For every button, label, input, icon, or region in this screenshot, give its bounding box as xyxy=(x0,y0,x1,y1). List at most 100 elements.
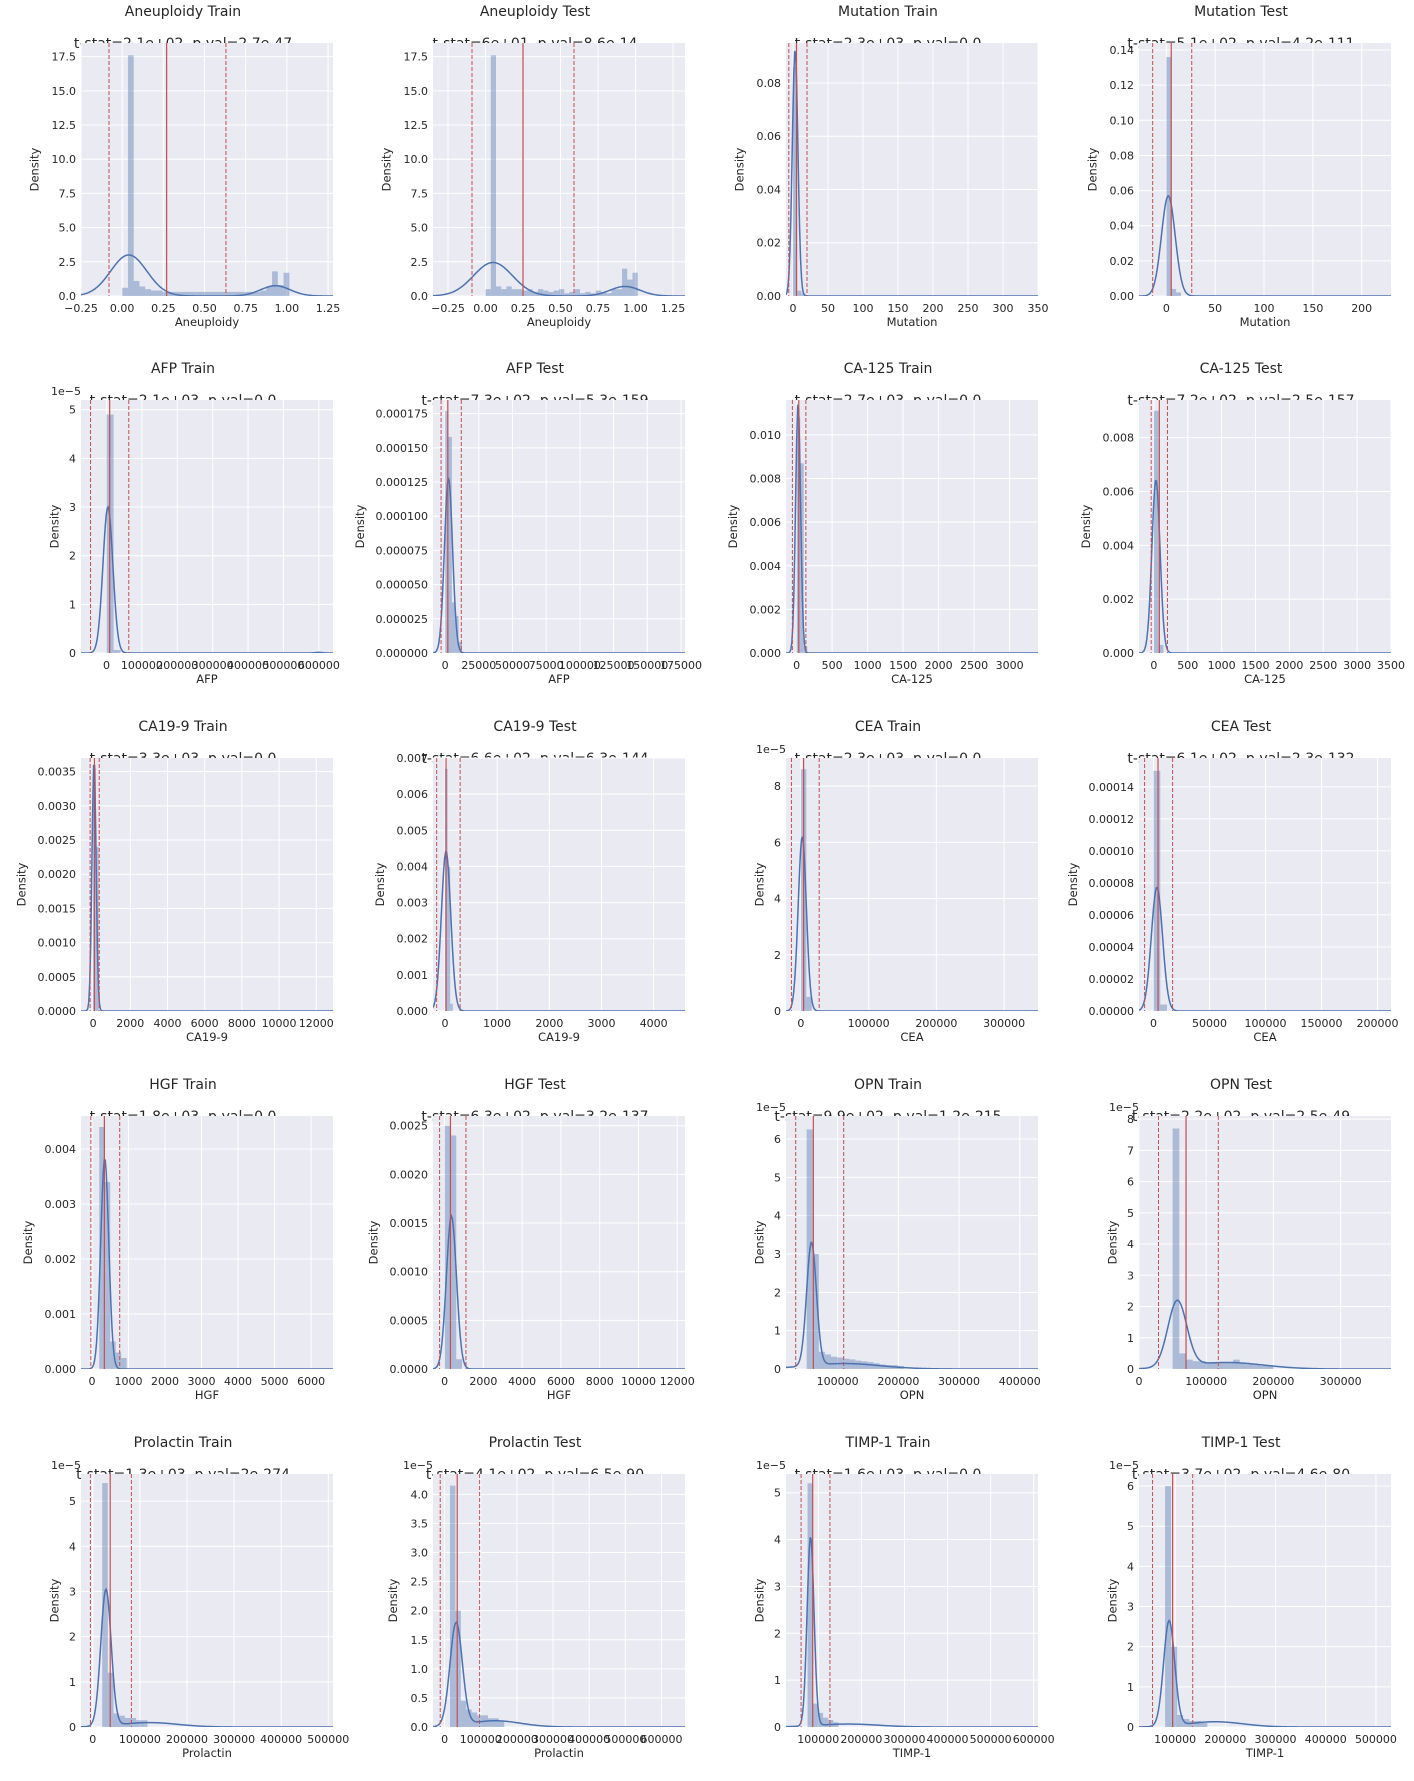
chart-title: OPN Train xyxy=(854,1077,922,1093)
x-tick-label: 2500 xyxy=(1309,659,1337,672)
histogram-bar xyxy=(185,291,192,296)
x-tick-label: 300000 xyxy=(938,1375,980,1388)
histogram-bar xyxy=(1266,1365,1274,1369)
histogram-bar xyxy=(1153,410,1159,653)
axis-offset-label: 1e−5 xyxy=(51,1459,81,1472)
x-tick-label: 125000 xyxy=(593,659,635,672)
y-tick-label: 2 xyxy=(774,1627,781,1640)
x-tick-label: 150 xyxy=(888,302,909,315)
plot-area xyxy=(1139,1474,1391,1727)
y-axis-label: Density xyxy=(14,862,28,906)
y-tick-label: 0.008 xyxy=(1103,432,1135,445)
chart-panel: Mutation Testt-stat=5.1e+02, p-val=4.2e-… xyxy=(1071,0,1411,350)
histogram-bar xyxy=(627,279,633,296)
plot-content xyxy=(81,1116,333,1369)
y-tick-label: 0.0000 xyxy=(390,1363,429,1376)
x-tick-label: 100000 xyxy=(1154,1733,1196,1746)
axis-offset-label: 1e−5 xyxy=(1109,1101,1139,1114)
histogram-bar xyxy=(1253,1364,1260,1369)
histogram-bar xyxy=(197,291,203,296)
histogram-bar xyxy=(855,1360,862,1369)
histogram-bar xyxy=(574,289,580,296)
histogram-bar xyxy=(1166,57,1172,296)
x-axis-label: TIMP-1 xyxy=(892,1746,932,1760)
y-tick-label: 0.000 xyxy=(45,1363,77,1376)
x-tick-label: 0 xyxy=(793,659,800,672)
kde-curve xyxy=(81,1587,333,1727)
y-tick-label: 4 xyxy=(774,1210,781,1223)
y-tick-label: 0.0025 xyxy=(38,834,77,847)
x-tick-label: 300000 xyxy=(883,1733,925,1746)
x-tick-label: 8000 xyxy=(586,1375,614,1388)
y-tick-label: 0.08 xyxy=(757,77,782,90)
y-tick-label: 1 xyxy=(1127,1681,1134,1694)
x-tick-label: 250 xyxy=(958,302,979,315)
x-tick-label: 400000 xyxy=(227,659,269,672)
y-tick-label: 0.000 xyxy=(1103,647,1135,660)
x-tick-label: 0.50 xyxy=(548,302,573,315)
y-tick-label: 0.5 xyxy=(411,1692,429,1705)
histogram-bar xyxy=(455,1610,461,1727)
x-tick-label: 0 xyxy=(1163,302,1170,315)
y-tick-label: 15.0 xyxy=(52,85,77,98)
y-tick-label: 15.0 xyxy=(404,85,429,98)
y-tick-label: 1 xyxy=(774,1674,781,1687)
chart-svg: 0 100000 200000 300000 400000 500000 0 1 2 3 4 5 1e−… xyxy=(47,1459,349,1760)
plot-content xyxy=(786,43,1038,296)
y-tick-label: 0.008 xyxy=(750,473,782,486)
plot-content xyxy=(1139,1474,1391,1727)
plot-content xyxy=(433,1116,685,1369)
chart-panel: Prolactin Testt-stat=4.1e+02, p-val=6.5e… xyxy=(365,1431,705,1781)
histogram-bar xyxy=(162,291,169,296)
chart-svg: 100000 200000 300000 400000 500000 600000 0 1 2 3… xyxy=(752,1459,1054,1760)
x-tick-label: 50 xyxy=(1208,302,1222,315)
plot-content xyxy=(81,400,333,653)
histogram-bar xyxy=(124,1717,131,1727)
y-axis-label: Density xyxy=(752,1578,766,1622)
histogram-bar xyxy=(208,291,215,296)
y-tick-label: 1 xyxy=(774,1325,781,1338)
x-tick-label: 6000 xyxy=(547,1375,575,1388)
y-tick-label: 0.0 xyxy=(59,290,77,303)
histogram-bar xyxy=(1176,292,1181,296)
chart-panel: Mutation Traint-stat=2.3e+03, p-val=0.00… xyxy=(718,0,1058,350)
y-tick-label: 17.5 xyxy=(52,51,77,64)
y-tick-label: 0.0 xyxy=(411,290,429,303)
x-tick-label: 200000 xyxy=(1204,1733,1246,1746)
histogram-bar xyxy=(119,1715,125,1727)
y-tick-label: 0.000100 xyxy=(376,510,429,523)
x-tick-label: 150 xyxy=(1302,302,1323,315)
y-tick-label: 1.0 xyxy=(411,1663,429,1676)
y-axis-label: Density xyxy=(353,504,367,548)
chart-svg: 0 2000 4000 6000 8000 10000 12000 0.0000 0.0005 0… xyxy=(366,1116,695,1402)
plot-area xyxy=(1139,1116,1391,1369)
x-tick-label: 50 xyxy=(821,302,835,315)
chart-svg: 0 500 1000 1500 2000 2500 3000 3500 0.000 0.002 0.… xyxy=(1079,400,1405,686)
chart-svg: 0 100000 200000 300000 0 2 4 6 8 1e−5 CEA Density xyxy=(752,743,1038,1044)
y-tick-label: 0.000025 xyxy=(376,613,429,626)
y-tick-label: 4 xyxy=(69,1540,76,1553)
y-tick-label: 0.02 xyxy=(757,237,782,250)
y-tick-label: 3.5 xyxy=(411,1517,429,1530)
axis-offset-label: 1e−5 xyxy=(1109,1459,1139,1472)
histogram-bar xyxy=(272,271,278,296)
y-tick-label: 5 xyxy=(774,1171,781,1184)
y-tick-label: 0 xyxy=(69,1721,76,1734)
y-axis-label: Density xyxy=(386,1578,400,1622)
y-tick-label: 8 xyxy=(1127,1113,1134,1126)
x-tick-label: 200 xyxy=(923,302,944,315)
kde-curve xyxy=(1139,886,1391,1011)
x-tick-label: 400000 xyxy=(999,1375,1041,1388)
chart-svg: 0 100000 200000 300000 0 1 2 3 4 5 6 7 81e−5 OPN Densi… xyxy=(1105,1101,1391,1402)
x-tick-label: 8000 xyxy=(228,1017,256,1030)
histogram-bar xyxy=(113,650,121,653)
y-tick-label: 5.0 xyxy=(411,222,429,235)
histogram-bar xyxy=(458,642,462,653)
axis-offset-label: 1e−5 xyxy=(756,743,786,756)
y-tick-label: 0.10 xyxy=(1110,114,1135,127)
y-tick-label: 10.0 xyxy=(52,153,77,166)
x-tick-label: 4000 xyxy=(508,1375,536,1388)
x-tick-label: 0 xyxy=(88,1375,95,1388)
histogram-bar xyxy=(460,1700,467,1727)
